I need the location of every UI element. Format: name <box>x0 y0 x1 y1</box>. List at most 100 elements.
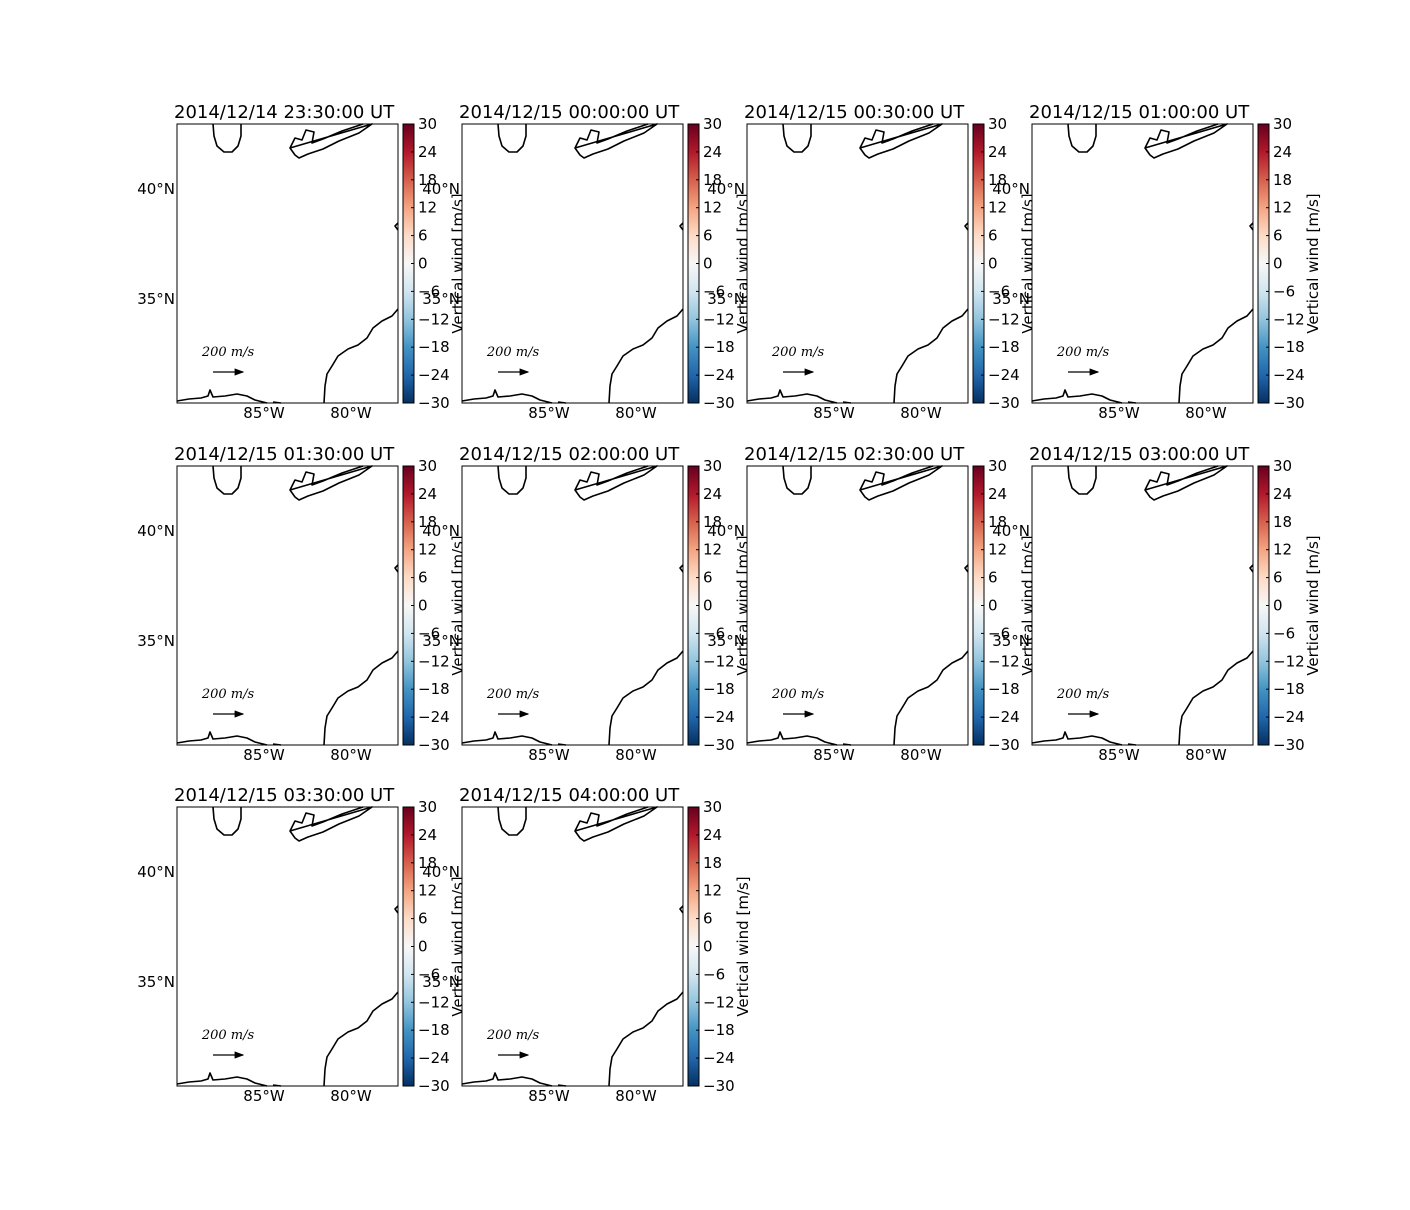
quiver-key-label: 200 m/s <box>201 687 255 702</box>
quiver-key-label: 200 m/s <box>201 345 255 360</box>
map-panel: 2014/12/15 01:00:00 UT 40°N 35°N 85°W 80°W 20… <box>992 102 1322 422</box>
panel-title: 2014/12/15 01:30:00 UT <box>174 444 395 465</box>
colorbar-tick-label: −30 <box>703 736 735 754</box>
colorbar-tick-label: −6 <box>703 624 725 642</box>
lat-tick-label: 40°N <box>422 180 460 198</box>
colorbar-tick-label: −12 <box>418 993 450 1011</box>
colorbar-tick-label: −24 <box>988 366 1020 384</box>
panel-title: 2014/12/15 01:00:00 UT <box>1029 102 1250 123</box>
lat-tick-label: 40°N <box>992 180 1030 198</box>
colorbar-tick-label: −6 <box>703 282 725 300</box>
colorbar-tick-label: −24 <box>988 708 1020 726</box>
colorbar-tick-label: 30 <box>418 798 437 816</box>
colorbar-tick-label: −18 <box>703 1021 735 1039</box>
colorbar-tick-label: −18 <box>418 1021 450 1039</box>
lon-tick-label: 85°W <box>1098 746 1140 764</box>
colorbar-tick-label: 0 <box>418 938 428 956</box>
colorbar-tick-label: 0 <box>988 255 998 273</box>
colorbar-tick-label: 12 <box>988 199 1007 217</box>
colorbar-tick-label: 18 <box>1273 171 1292 189</box>
lon-tick-label: 80°W <box>615 746 657 764</box>
lon-tick-label: 80°W <box>615 404 657 422</box>
colorbar-tick-label: −30 <box>988 394 1020 412</box>
lat-tick-label: 40°N <box>992 522 1030 540</box>
colorbar-tick-label: 30 <box>418 115 437 133</box>
colorbar-tick-label: −30 <box>418 736 450 754</box>
colorbar-tick-label: 6 <box>418 569 428 587</box>
lat-tick-label: 40°N <box>137 180 175 198</box>
colorbar-tick-label: 18 <box>703 171 722 189</box>
lat-tick-label: 40°N <box>137 863 175 881</box>
lat-tick-label: 35°N <box>707 632 745 650</box>
colorbar-tick-label: −18 <box>418 338 450 356</box>
colorbar-tick-label: 6 <box>988 227 998 245</box>
colorbar-tick-label: 12 <box>418 882 437 900</box>
map-frame <box>746 123 969 404</box>
lat-tick-label: 40°N <box>137 522 175 540</box>
colorbar-tick-label: 30 <box>703 457 722 475</box>
lat-tick-label: 35°N <box>137 632 175 650</box>
colorbar-tick-label: −6 <box>988 282 1010 300</box>
colorbar-tick-label: 18 <box>703 854 722 872</box>
colorbar-tick-label: 30 <box>988 457 1007 475</box>
colorbar-tick-label: 24 <box>703 826 722 844</box>
colorbar-tick-label: 24 <box>1273 485 1292 503</box>
lon-tick-label: 85°W <box>243 746 285 764</box>
colorbar-tick-label: −24 <box>418 708 450 726</box>
lon-tick-label: 80°W <box>330 746 372 764</box>
lon-tick-label: 80°W <box>900 746 942 764</box>
colorbar-tick-label: 18 <box>418 513 437 531</box>
map-frame <box>176 123 399 404</box>
colorbar-tick-label: −24 <box>1273 708 1305 726</box>
colorbar-tick-label: 0 <box>1273 255 1283 273</box>
map-frame <box>461 465 684 746</box>
lon-tick-label: 85°W <box>528 1087 570 1105</box>
colorbar-tick-label: 18 <box>988 513 1007 531</box>
lat-tick-label: 40°N <box>422 863 460 881</box>
panel-title: 2014/12/15 02:00:00 UT <box>459 444 680 465</box>
lat-tick-label: 35°N <box>992 632 1030 650</box>
map-panel: 2014/12/15 03:00:00 UT 40°N 35°N 85°W 80°W 20… <box>992 444 1322 764</box>
map-panel: 2014/12/15 00:30:00 UT 40°N 35°N 85°W 80°W 20… <box>707 102 1037 422</box>
lat-tick-label: 35°N <box>422 632 460 650</box>
colorbar-tick-label: 24 <box>418 826 437 844</box>
colorbar-tick-label: −12 <box>703 310 735 328</box>
lon-tick-label: 80°W <box>330 1087 372 1105</box>
colorbar-label: Vertical wind [m/s] <box>734 876 752 1016</box>
map-panel: 2014/12/15 02:00:00 UT 40°N 35°N 85°W 80°W 20… <box>422 444 752 764</box>
colorbar-tick-label: −12 <box>418 310 450 328</box>
quiver-key-label: 200 m/s <box>771 687 825 702</box>
lon-tick-label: 85°W <box>813 746 855 764</box>
colorbar-tick-label: −12 <box>703 652 735 670</box>
colorbar-tick-label: 0 <box>418 597 428 615</box>
colorbar-tick-label: 6 <box>418 227 428 245</box>
colorbar-tick-label: −24 <box>418 1049 450 1067</box>
colorbar-tick-label: 0 <box>703 597 713 615</box>
colorbar-tick-label: 6 <box>988 569 998 587</box>
panel-title: 2014/12/14 23:30:00 UT <box>174 102 395 123</box>
lon-tick-label: 85°W <box>528 746 570 764</box>
colorbar-tick-label: −30 <box>418 1077 450 1095</box>
colorbar-tick-label: 6 <box>1273 569 1283 587</box>
map-area <box>1032 466 1253 745</box>
lat-tick-label: 40°N <box>707 180 745 198</box>
colorbar-tick-label: 6 <box>703 910 713 928</box>
lat-tick-label: 35°N <box>422 290 460 308</box>
colorbar-tick-label: −6 <box>418 965 440 983</box>
colorbar-tick-label: 30 <box>1273 457 1292 475</box>
colorbar-tick-label: 18 <box>1273 513 1292 531</box>
colorbar-label: Vertical wind [m/s] <box>1304 535 1322 675</box>
colorbar-tick-label: −6 <box>1273 282 1295 300</box>
map-area <box>177 466 398 745</box>
panel-title: 2014/12/15 03:30:00 UT <box>174 785 395 806</box>
colorbar-tick-label: 0 <box>703 255 713 273</box>
colorbar-tick-label: 6 <box>703 569 713 587</box>
lat-tick-label: 35°N <box>422 973 460 991</box>
lon-tick-label: 80°W <box>330 404 372 422</box>
panel-title: 2014/12/15 03:00:00 UT <box>1029 444 1250 465</box>
panel-title: 2014/12/15 02:30:00 UT <box>744 444 965 465</box>
colorbar-tick-label: −24 <box>703 1049 735 1067</box>
colorbar-tick-label: 30 <box>1273 115 1292 133</box>
colorbar-label: Vertical wind [m/s] <box>1304 193 1322 333</box>
